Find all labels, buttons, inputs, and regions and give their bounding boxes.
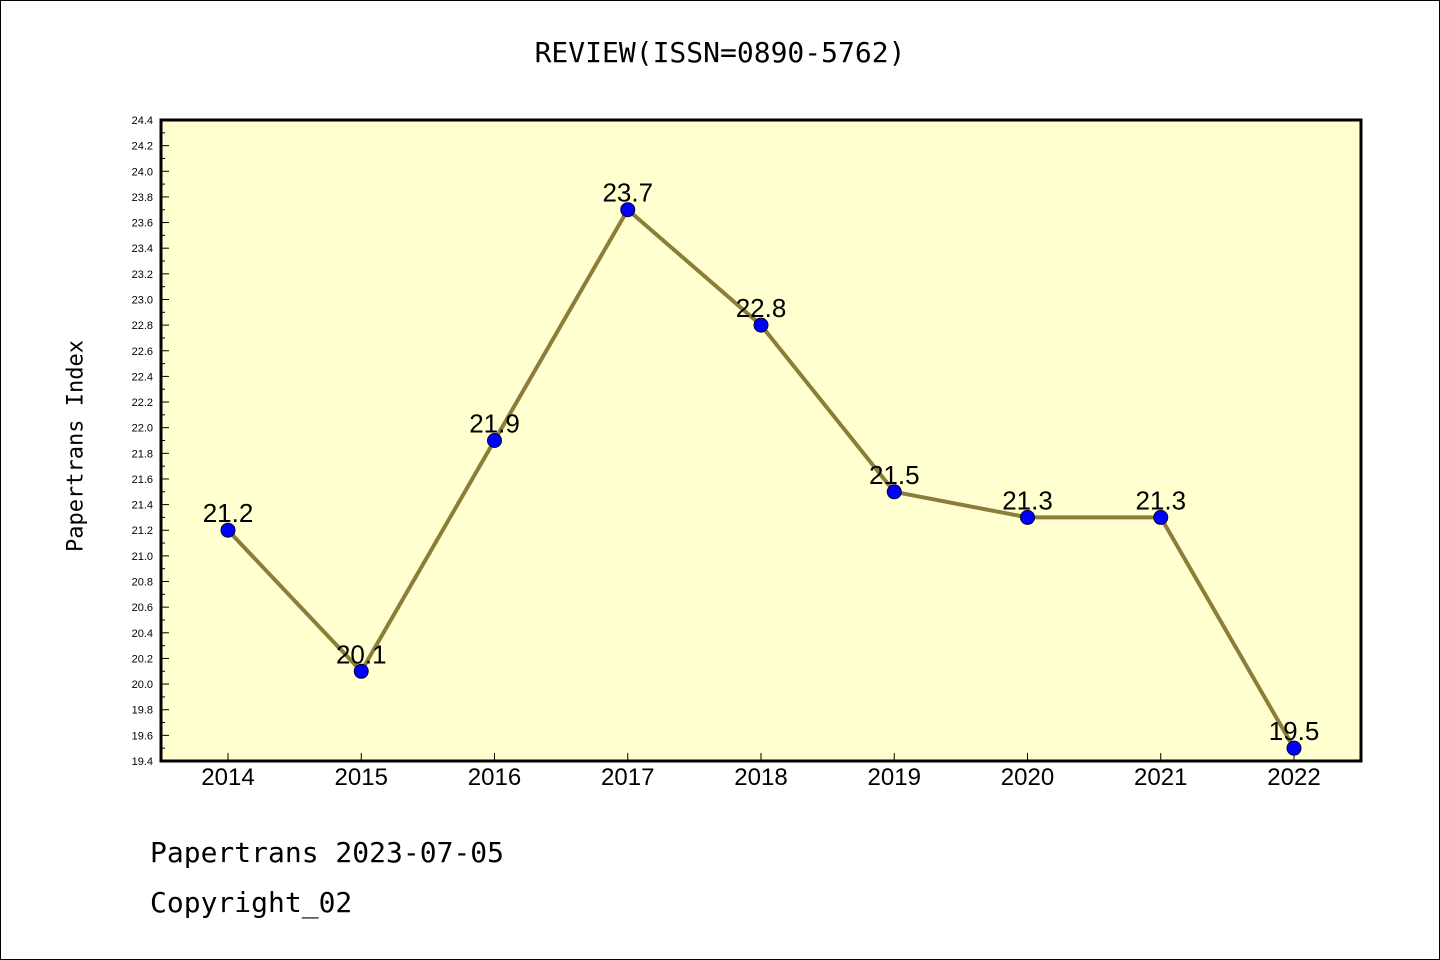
data-point — [753, 317, 769, 333]
y-tick-label: 23.6 — [132, 218, 153, 230]
y-tick-label: 21.4 — [132, 500, 153, 512]
y-tick-label: 20.6 — [132, 602, 153, 614]
data-label: 21.3 — [1135, 485, 1186, 515]
x-tick-label: 2021 — [1134, 764, 1187, 791]
y-tick-label: 19.6 — [132, 730, 153, 742]
y-tick-label: 21.8 — [132, 448, 153, 460]
chart-title: REVIEW(ISSN=0890-5762) — [534, 36, 906, 69]
x-tick-label: 2019 — [868, 764, 921, 791]
y-tick-label: 23.2 — [132, 269, 153, 281]
y-tick-label: 20.8 — [132, 577, 153, 589]
x-axis: 2014 2015 2016 2017 2018 2019 2020 2021 2022 — [201, 753, 1321, 791]
footer-copyright: Copyright_02 — [150, 886, 353, 919]
data-point — [886, 484, 902, 500]
y-tick-label: 22.8 — [132, 320, 153, 332]
data-label: 23.7 — [602, 178, 653, 208]
y-tick-label: 24.4 — [132, 115, 153, 127]
data-point — [1020, 509, 1035, 525]
data-markers — [220, 202, 1302, 756]
x-tick-label: 2014 — [201, 764, 254, 791]
plot-area — [159, 118, 1363, 763]
y-tick-label: 22.0 — [132, 423, 153, 435]
y-tick-label: 21.6 — [132, 474, 153, 486]
data-label: 19.5 — [1269, 716, 1320, 746]
y-tick-label: 21.2 — [132, 525, 153, 537]
x-tick-label: 2018 — [734, 764, 787, 791]
x-tick-label: 2016 — [468, 764, 521, 791]
data-labels: 21.2 20.1 21.9 23.7 22.8 21.5 21.3 21.3 19.5 — [203, 178, 1320, 746]
data-point — [1153, 509, 1169, 525]
y-tick-label: 23.4 — [132, 243, 153, 255]
data-point — [487, 433, 502, 448]
y-tick-label: 19.4 — [132, 756, 153, 768]
y-tick-label: 23.8 — [132, 192, 153, 204]
y-tick-label: 20.0 — [132, 679, 153, 691]
y-tick-label: 22.6 — [132, 346, 153, 358]
data-label: 21.3 — [1002, 485, 1053, 515]
data-label: 20.1 — [336, 639, 387, 669]
y-axis: 19.4 19.6 19.8 20.0 20.2 20.4 20.6 20.8 21.0 21.2… — [132, 115, 169, 768]
x-tick-label: 2017 — [601, 764, 654, 791]
footer-date: Papertrans 2023-07-05 — [150, 836, 505, 869]
data-label: 21.9 — [469, 409, 520, 439]
y-tick-label: 23.0 — [132, 294, 153, 306]
y-tick-label: 20.2 — [132, 653, 153, 665]
x-tick-label: 2022 — [1267, 764, 1320, 791]
y-tick-label: 21.0 — [132, 551, 153, 563]
data-label: 21.5 — [869, 460, 920, 490]
data-point — [220, 522, 236, 538]
y-tick-label: 24.2 — [132, 141, 153, 153]
data-point — [620, 202, 636, 218]
data-label: 21.2 — [203, 498, 254, 528]
y-tick-label: 20.4 — [132, 628, 153, 640]
y-tick-label: 22.2 — [132, 397, 153, 409]
data-point — [353, 663, 369, 679]
x-tick-label: 2015 — [335, 764, 388, 791]
data-point — [1286, 740, 1302, 756]
y-tick-label: 19.8 — [132, 705, 153, 717]
y-tick-label: 22.4 — [132, 371, 153, 383]
x-tick-label: 2020 — [1001, 764, 1054, 791]
data-label: 22.8 — [736, 293, 787, 323]
y-tick-label: 24.0 — [132, 166, 153, 178]
